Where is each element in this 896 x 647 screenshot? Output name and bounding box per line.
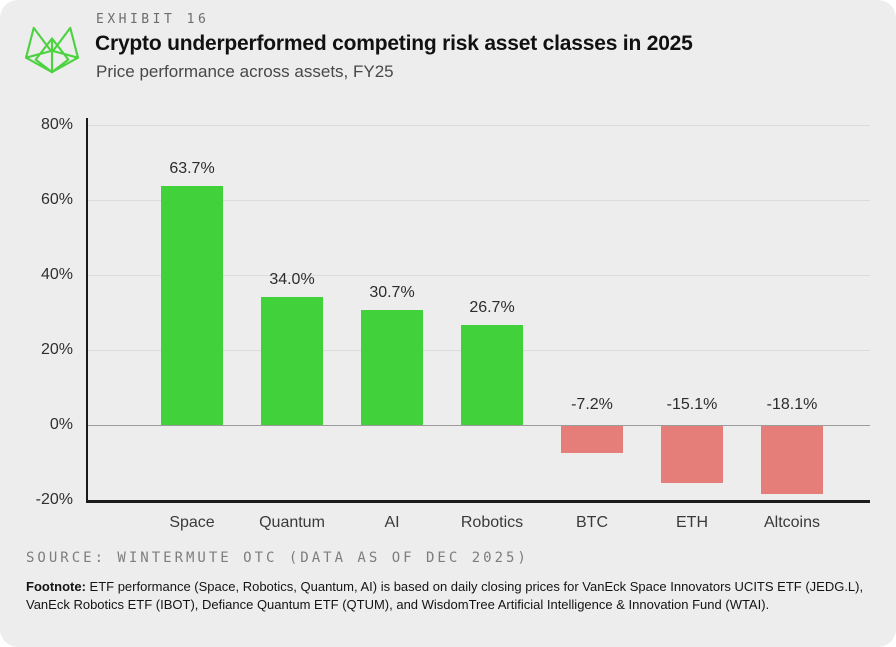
y-tick-label: 40%	[40, 266, 73, 283]
x-axis-label: BTC	[576, 514, 608, 531]
footnote-prefix: Footnote:	[26, 579, 86, 594]
x-axis-label: Altcoins	[763, 514, 821, 531]
bar-value-label: -15.1%	[666, 396, 718, 413]
bar-value-label: 26.7%	[469, 299, 515, 316]
zero-gridline	[88, 425, 870, 426]
chart-title: Crypto underperformed competing risk ass…	[95, 32, 693, 55]
bar-robotics	[461, 325, 523, 425]
x-axis-label: Quantum	[259, 514, 325, 531]
y-tick-label: 80%	[40, 116, 73, 133]
bar-value-label: 63.7%	[169, 160, 215, 177]
footnote: Footnote: ETF performance (Space, Roboti…	[26, 578, 878, 613]
footnote-text: ETF performance (Space, Robotics, Quantu…	[26, 579, 864, 612]
x-axis-label: Robotics	[460, 514, 524, 531]
x-axis-label: ETH	[676, 514, 708, 531]
y-tick-label: -20%	[35, 491, 73, 508]
bar-value-label: 30.7%	[369, 284, 415, 301]
bar-btc	[561, 426, 623, 453]
wintermute-logo-icon	[24, 26, 80, 74]
bar-eth	[661, 426, 723, 483]
plot-area: 63.7% Space 34.0% Quantum 30.7% AI 26.7% Roboti…	[86, 118, 870, 531]
source-line: SOURCE: WINTERMUTE OTC (DATA AS OF DEC 2…	[26, 550, 529, 566]
bar-value-label: -18.1%	[766, 396, 818, 413]
gridline	[88, 200, 870, 201]
bar-value-label: 34.0%	[269, 271, 315, 288]
y-tick-label: 60%	[40, 191, 73, 208]
chart-subtitle: Price performance across assets, FY25	[96, 62, 394, 81]
gridline	[88, 125, 870, 126]
bar-value-label: -7.2%	[571, 396, 613, 413]
y-tick-label: 0%	[49, 416, 73, 433]
bar-altcoins	[761, 426, 823, 494]
exhibit-label: EXHIBIT 16	[96, 12, 210, 27]
y-tick-label: 20%	[40, 341, 73, 358]
bar-space	[161, 186, 223, 425]
x-axis-label: Space	[169, 514, 215, 531]
x-axis-label: AI	[384, 514, 400, 531]
bar-ai	[361, 310, 423, 425]
gridline	[88, 275, 870, 276]
bar-quantum	[261, 297, 323, 425]
